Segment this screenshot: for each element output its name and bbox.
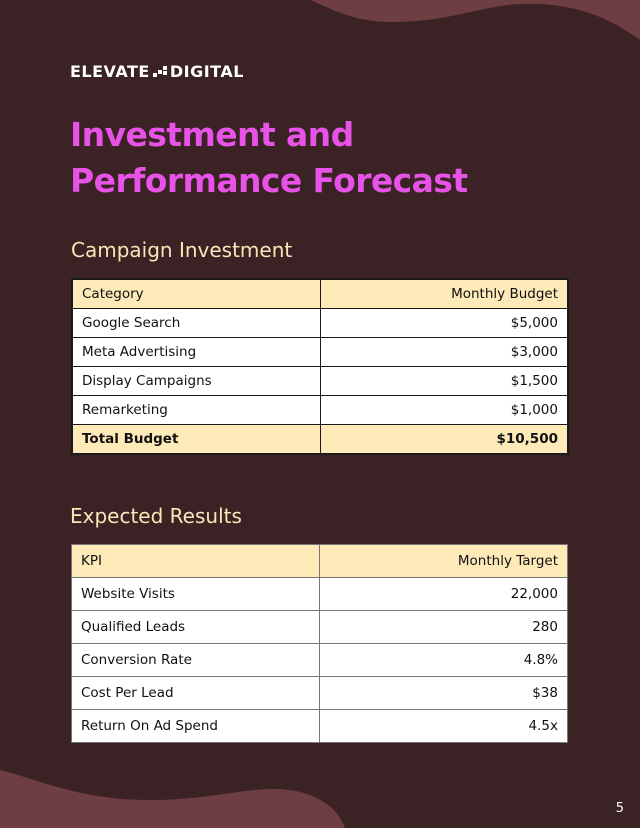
brand-name-left: ELEVATE (70, 62, 150, 81)
brand-logo: ELEVATE DIGITAL (70, 62, 244, 81)
page-number: 5 (615, 801, 624, 816)
row-value: $1,500 (320, 366, 569, 396)
row-label: Return On Ad Spend (71, 709, 320, 743)
table-row: Google Search $5,000 (71, 308, 569, 338)
table-row: Website Visits 22,000 (71, 577, 568, 611)
results-heading: Expected Results (70, 504, 242, 528)
row-label: Remarketing (71, 395, 321, 425)
brand-mark-icon (152, 65, 167, 78)
total-row: Total Budget $10,500 (71, 424, 569, 455)
table-row: Return On Ad Spend 4.5x (71, 709, 568, 743)
row-value: $38 (319, 676, 568, 710)
row-value: 280 (319, 610, 568, 644)
table-header-row: KPI Monthly Target (71, 544, 568, 578)
column-header-category: Category (71, 278, 321, 309)
table-row: Conversion Rate 4.8% (71, 643, 568, 677)
row-label: Website Visits (71, 577, 320, 611)
column-header-kpi: KPI (71, 544, 320, 578)
row-value: $1,000 (320, 395, 569, 425)
page-title: Investment and Performance Forecast (70, 112, 590, 204)
row-label: Qualified Leads (71, 610, 320, 644)
total-value: $10,500 (320, 424, 569, 455)
column-header-budget: Monthly Budget (320, 278, 569, 309)
row-value: $3,000 (320, 337, 569, 367)
row-label: Cost Per Lead (71, 676, 320, 710)
row-value: 4.5x (319, 709, 568, 743)
column-header-target: Monthly Target (319, 544, 568, 578)
row-value: 4.8% (319, 643, 568, 677)
table-row: Qualified Leads 280 (71, 610, 568, 644)
table-row: Display Campaigns $1,500 (71, 366, 569, 396)
table-row: Cost Per Lead $38 (71, 676, 568, 710)
row-label: Conversion Rate (71, 643, 320, 677)
results-table: KPI Monthly Target Website Visits 22,000… (71, 544, 568, 743)
table-row: Remarketing $1,000 (71, 395, 569, 425)
investment-heading: Campaign Investment (71, 238, 293, 262)
row-value: $5,000 (320, 308, 569, 338)
row-label: Meta Advertising (71, 337, 321, 367)
table-header-row: Category Monthly Budget (71, 278, 569, 309)
brand-name-right: DIGITAL (169, 62, 244, 81)
investment-table: Category Monthly Budget Google Search $5… (71, 278, 569, 455)
table-row: Meta Advertising $3,000 (71, 337, 569, 367)
total-label: Total Budget (71, 424, 321, 455)
row-label: Google Search (71, 308, 321, 338)
page-title-line1: Investment and (70, 115, 354, 154)
page-title-line2: Performance Forecast (70, 161, 468, 200)
row-label: Display Campaigns (71, 366, 321, 396)
row-value: 22,000 (319, 577, 568, 611)
